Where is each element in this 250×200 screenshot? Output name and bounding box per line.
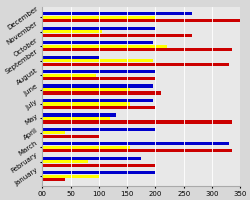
Bar xyxy=(42,85,152,88)
Bar xyxy=(42,45,166,49)
Bar xyxy=(42,34,191,38)
Bar xyxy=(42,56,98,59)
Bar xyxy=(42,157,141,160)
Bar xyxy=(42,78,155,81)
Bar xyxy=(42,20,239,23)
Bar xyxy=(42,103,130,106)
Bar xyxy=(42,49,231,52)
Bar xyxy=(42,31,101,34)
Bar xyxy=(42,17,155,20)
Bar xyxy=(42,63,228,66)
Bar xyxy=(42,117,110,120)
Bar xyxy=(42,106,155,110)
Bar xyxy=(42,60,152,63)
Bar xyxy=(42,128,155,131)
Bar xyxy=(42,92,160,95)
Bar xyxy=(42,171,155,174)
Bar xyxy=(42,74,96,77)
Bar xyxy=(42,149,231,153)
Bar xyxy=(42,121,231,124)
Bar xyxy=(42,160,87,164)
Bar xyxy=(42,178,65,181)
Bar xyxy=(42,42,152,45)
Bar xyxy=(42,175,98,178)
Bar xyxy=(42,143,228,146)
Bar xyxy=(42,71,155,74)
Bar xyxy=(42,146,130,149)
Bar xyxy=(42,89,130,92)
Bar xyxy=(42,114,116,117)
Bar xyxy=(42,99,152,103)
Bar xyxy=(42,132,65,135)
Bar xyxy=(42,28,155,31)
Bar xyxy=(42,13,191,16)
Bar xyxy=(42,135,98,138)
Bar xyxy=(42,164,155,167)
